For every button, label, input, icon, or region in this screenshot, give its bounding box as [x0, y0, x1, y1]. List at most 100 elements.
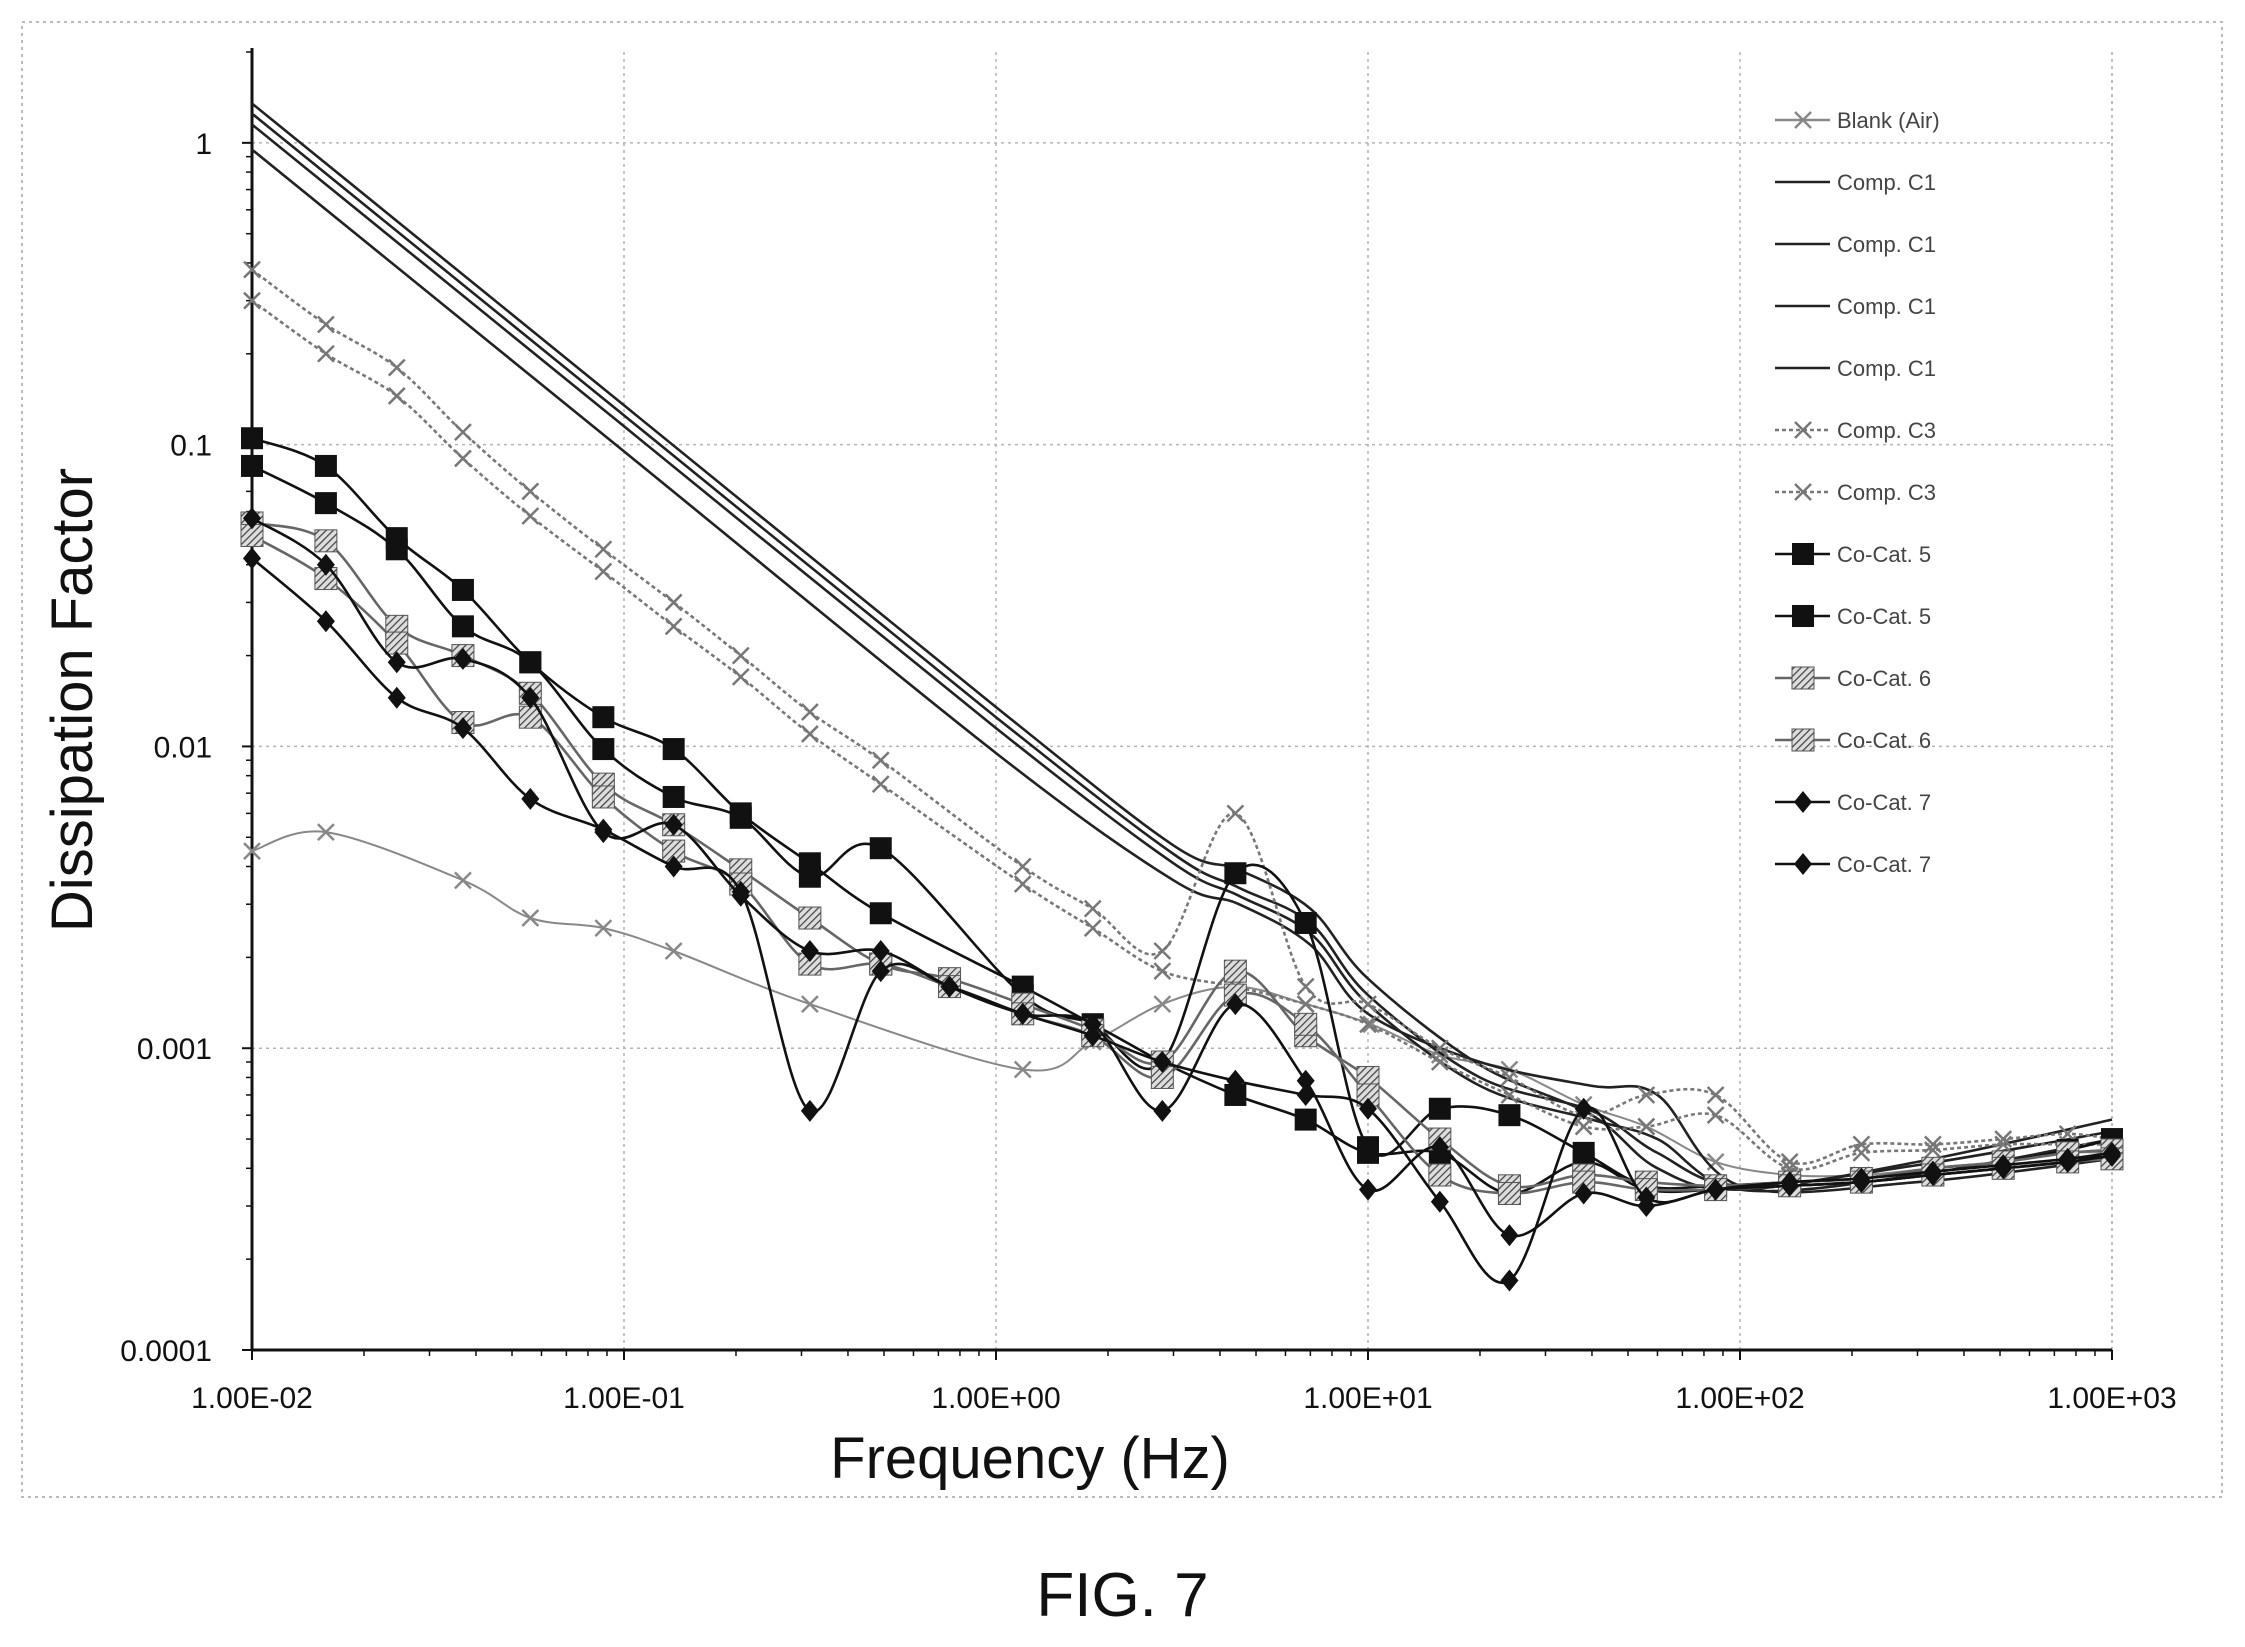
- y-tick-label: 0.001: [137, 1033, 212, 1066]
- data-point: [1013, 1002, 1032, 1025]
- series-line: [251, 112, 2113, 1188]
- y-tick-label: 0.0001: [120, 1335, 212, 1368]
- data-point: [1296, 1083, 1315, 1106]
- legend-swatch-marker: [1792, 543, 1814, 565]
- series-line: [251, 299, 2112, 1171]
- data-point: [1780, 1174, 1799, 1197]
- data-point: [1013, 875, 1032, 893]
- series-line: [251, 436, 2113, 1190]
- data-point: [592, 706, 615, 729]
- legend-label: Comp. C3: [1837, 418, 1936, 443]
- data-point: [385, 631, 409, 655]
- data-point: [1428, 1163, 1452, 1187]
- data-point: [1359, 1015, 1377, 1034]
- data-point: [451, 578, 474, 601]
- data-point: [519, 651, 542, 674]
- data-point: [1574, 1182, 1593, 1205]
- legend-item: Comp. C1: [1775, 232, 1936, 257]
- legend-swatch-marker: [1794, 111, 1812, 129]
- data-point: [241, 427, 263, 450]
- data-point: [1083, 919, 1102, 938]
- data-point: [1994, 1157, 2013, 1180]
- series-3: [251, 123, 2113, 1193]
- data-point: [664, 617, 683, 636]
- data-point: [1083, 1013, 1102, 1036]
- data-point: [454, 449, 472, 468]
- data-point: [316, 610, 335, 633]
- series-line: [251, 521, 2113, 1189]
- data-point: [243, 507, 261, 530]
- legend-label: Comp. C1: [1837, 170, 1936, 195]
- data-point: [1637, 1086, 1656, 1104]
- legend-label: Co-Cat. 7: [1837, 790, 1931, 815]
- legend-item: Co-Cat. 7: [1775, 852, 1931, 877]
- data-point: [1223, 959, 1247, 983]
- series-line: [251, 123, 2113, 1193]
- legend-swatch-marker: [1794, 791, 1812, 813]
- data-point: [1153, 1051, 1172, 1074]
- series-1: [251, 102, 2113, 1191]
- data-point: [317, 823, 335, 842]
- data-point: [664, 942, 683, 960]
- legend-swatch-marker: [1794, 853, 1812, 875]
- data-point: [1294, 1108, 1317, 1131]
- data-point: [1780, 1153, 1799, 1171]
- data-point: [800, 995, 819, 1013]
- data-point: [664, 593, 683, 612]
- data-point: [1359, 1178, 1377, 1201]
- data-point: [1294, 911, 1317, 934]
- data-point: [1924, 1141, 1942, 1159]
- data-point: [1500, 1269, 1519, 1292]
- data-point: [800, 725, 819, 743]
- data-point: [1013, 857, 1032, 876]
- data-point: [316, 553, 335, 576]
- series-0: [243, 823, 2121, 1184]
- data-point: [871, 939, 890, 962]
- data-point: [387, 387, 406, 405]
- series-layer: [240, 102, 2124, 1292]
- data-point: [869, 902, 892, 925]
- data-point: [1706, 1086, 1725, 1104]
- x-tick-label: 1.00E+03: [2047, 1382, 2176, 1415]
- data-point: [798, 865, 821, 888]
- data-point: [798, 906, 822, 930]
- legend-label: Comp. C1: [1837, 356, 1936, 381]
- legend-label: Blank (Air): [1837, 108, 1940, 133]
- data-point: [1637, 1186, 1656, 1209]
- data-point: [243, 842, 261, 860]
- data-point: [1153, 1099, 1172, 1122]
- legend-item: Co-Cat. 6: [1775, 728, 1931, 753]
- data-point: [521, 787, 540, 810]
- data-point: [1430, 1039, 1449, 1058]
- data-point: [1498, 1104, 1521, 1127]
- data-point: [591, 785, 615, 809]
- data-point: [1153, 942, 1172, 960]
- data-point: [387, 686, 406, 709]
- data-point: [1574, 1117, 1593, 1136]
- data-point: [314, 529, 338, 553]
- legend-item: Comp. C3: [1775, 480, 1936, 505]
- data-point: [2058, 1150, 2077, 1173]
- figure-caption: FIG. 7: [1036, 1561, 1209, 1630]
- data-point: [1497, 1182, 1521, 1206]
- x-tick-label: 1.00E-02: [191, 1382, 313, 1415]
- data-point: [1224, 862, 1247, 885]
- data-point: [1357, 1141, 1379, 1164]
- data-point: [594, 818, 613, 841]
- data-point: [871, 751, 890, 770]
- data-point: [1500, 1086, 1519, 1104]
- legend-item: Comp. C1: [1775, 294, 1936, 319]
- data-point: [243, 291, 261, 310]
- data-point: [1994, 1135, 2013, 1154]
- legend-label: Comp. C1: [1837, 294, 1936, 319]
- data-point: [387, 651, 406, 674]
- series-line: [251, 517, 2113, 1238]
- series-2: [251, 112, 2113, 1188]
- tick-labels: 1.00E-02 1.00E-01 1.00E+00 1.00E+01 1.00E+02…: [120, 128, 2176, 1415]
- x-tick-label: 1.00E+00: [931, 1382, 1060, 1415]
- x-tick-label: 1.00E-01: [563, 1382, 685, 1415]
- legend-label: Comp. C3: [1837, 480, 1936, 505]
- data-point: [454, 423, 472, 442]
- data-point: [1296, 995, 1315, 1013]
